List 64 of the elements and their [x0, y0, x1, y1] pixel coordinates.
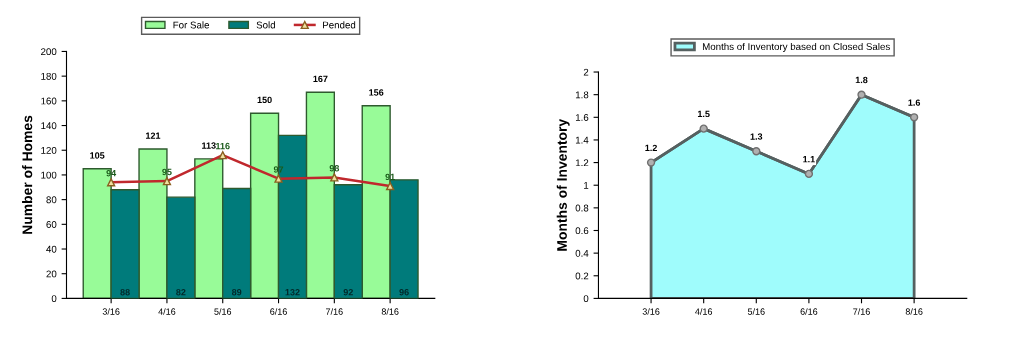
- x-tick-label: 6/16: [800, 308, 818, 315]
- x-tick-label: 5/16: [214, 308, 232, 315]
- x-tick-label: 3/16: [642, 308, 660, 315]
- data-label: 1.8: [855, 76, 868, 84]
- y-tick-label: 20: [46, 270, 57, 278]
- x-tick-label: 7/16: [853, 308, 870, 315]
- data-label: 96: [399, 289, 409, 296]
- data-label: 132: [285, 289, 300, 296]
- data-label: 91: [385, 173, 395, 181]
- y-tick-label: 1.6: [575, 114, 589, 121]
- x-tick-label: 6/16: [270, 308, 287, 315]
- y-tick-label: 60: [46, 221, 57, 228]
- y-tick-label: 200: [41, 48, 57, 56]
- data-label: 82: [176, 289, 186, 296]
- data-label: 89: [231, 289, 242, 296]
- y-tick-label: 0: [583, 295, 589, 303]
- y-axis-title: Number of Homes: [22, 115, 33, 234]
- y-tick-label: 160: [41, 97, 57, 105]
- y-tick-label: 140: [41, 122, 57, 130]
- y-tick-label: 0: [51, 295, 57, 303]
- x-tick-label: 8/16: [905, 308, 923, 315]
- y-tick-label: 1: [584, 182, 589, 189]
- data-label: 92: [343, 289, 353, 296]
- data-label: 150: [257, 96, 272, 104]
- y-tick-label: 80: [46, 196, 57, 204]
- data-label: 88: [120, 289, 130, 296]
- data-label: 105: [90, 152, 105, 159]
- y-tick-label: 120: [41, 146, 57, 154]
- data-label: 95: [162, 168, 172, 176]
- data-label: 1.3: [750, 133, 763, 140]
- y-tick-label: 180: [41, 72, 57, 80]
- y-tick-label: 1.8: [575, 91, 589, 99]
- x-tick-label: 7/16: [326, 308, 343, 315]
- data-label: 116: [216, 142, 230, 150]
- data-label: 1.6: [908, 99, 921, 106]
- y-tick-label: 1.2: [575, 159, 589, 167]
- y-axis-title: Months of Inventory: [556, 118, 570, 251]
- y-tick-label: 2: [583, 68, 589, 76]
- x-tick-label: 5/16: [747, 308, 765, 315]
- y-tick-label: 0.8: [575, 204, 589, 212]
- data-label: 156: [369, 89, 384, 96]
- legend-label: Sold: [256, 21, 275, 29]
- y-tick-label: 0.2: [575, 272, 589, 280]
- data-label: 167: [313, 75, 328, 83]
- data-label: 98: [329, 165, 340, 172]
- data-label: 1.2: [645, 144, 657, 151]
- data-label: 1.1: [803, 156, 815, 163]
- x-tick-label: 4/16: [158, 308, 176, 315]
- y-tick-label: 40: [46, 245, 57, 253]
- legend-label: Months of Inventory based on Closed Sales: [702, 42, 890, 52]
- legend-label: For Sale: [173, 21, 210, 29]
- legend-label: Pended: [323, 21, 356, 29]
- data-label: 121: [146, 132, 161, 139]
- x-tick-label: 4/16: [695, 308, 713, 315]
- data-label: 113: [202, 142, 216, 149]
- data-label: 94: [106, 169, 117, 177]
- y-tick-label: 100: [41, 171, 57, 179]
- data-label: 1.5: [697, 110, 710, 118]
- data-label: 97: [273, 166, 284, 173]
- y-tick-label: 1.4: [575, 136, 589, 144]
- x-tick-label: 8/16: [381, 308, 399, 315]
- x-tick-label: 3/16: [102, 308, 120, 315]
- y-tick-label: 0.6: [575, 227, 589, 235]
- y-tick-label: 0.4: [575, 249, 589, 257]
